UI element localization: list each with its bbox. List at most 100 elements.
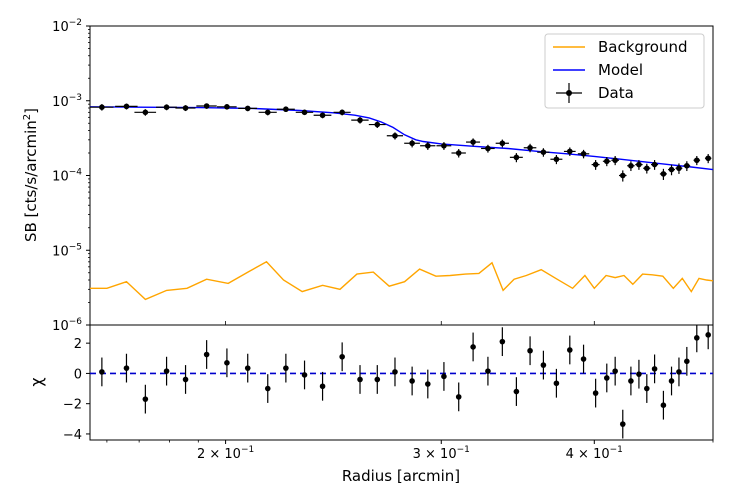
data-point (628, 162, 634, 169)
residual-point (357, 376, 363, 383)
residual-point (553, 380, 560, 387)
data-point (339, 109, 345, 116)
data-point (163, 104, 170, 110)
y-tick-exponent: −4 (69, 168, 83, 178)
bottom-panel-frame (89, 324, 714, 441)
data-point (693, 157, 700, 164)
legend-data-label: Data (598, 84, 634, 102)
legend-model-label: Model (598, 61, 643, 79)
residual-point (612, 368, 618, 374)
model-line (90, 106, 713, 171)
data-point (264, 109, 271, 116)
data-point (668, 166, 675, 173)
residual-point (693, 335, 700, 341)
residual-point (705, 332, 711, 338)
data-point (283, 106, 289, 113)
data-point (540, 149, 547, 155)
bottom-y-ticks: 2 0 −2 −4 (63, 337, 90, 443)
residual-point (441, 373, 447, 380)
residual-point (203, 351, 210, 358)
data-point (644, 165, 650, 172)
y-tick-base: 10 (52, 95, 69, 110)
data-point (485, 145, 491, 152)
data-point (684, 162, 690, 169)
residual-point (567, 347, 573, 353)
residual-point (142, 396, 149, 402)
x-tick-exponent: −1 (241, 445, 254, 455)
residual-point (668, 378, 675, 384)
data-point (441, 142, 447, 149)
y-tick-label: 10−3 (52, 93, 82, 110)
y-tick-exponent: −6 (69, 317, 83, 327)
y-tick-exponent: −2 (69, 18, 82, 28)
data-point (527, 144, 533, 151)
residual-point (455, 394, 462, 400)
y-tick-base: 10 (52, 319, 69, 334)
residual-point (339, 353, 345, 360)
residual-point (425, 381, 431, 387)
ylabel-suffix: ] (22, 108, 40, 114)
y-tick-exponent: −3 (69, 93, 82, 103)
data-point (182, 105, 189, 111)
data-point (513, 154, 520, 161)
residual-point (592, 390, 599, 396)
x-tick-label: 2 × 10−1 (197, 445, 254, 462)
x-tick-base: 3 × 10 (413, 447, 457, 462)
residual-point (603, 375, 610, 381)
y-tick-label: 10−6 (52, 317, 82, 334)
residual-point (660, 402, 667, 408)
x-tick-label: 3 × 10−1 (413, 445, 470, 462)
data-point (142, 109, 149, 116)
residual-point (580, 356, 587, 362)
data-point (612, 157, 618, 164)
chi-y-tick-label: 0 (74, 367, 82, 382)
data-point (619, 172, 626, 179)
data-point (567, 148, 573, 155)
residual-point (485, 368, 491, 374)
x-tick-base: 4 × 10 (566, 447, 610, 462)
data-point (705, 155, 711, 162)
residual-point (392, 369, 398, 375)
residual-point (224, 360, 230, 366)
data-point (244, 105, 251, 112)
legend: Background Model Data (544, 33, 705, 109)
residual-point (264, 385, 271, 392)
data-point (676, 165, 682, 172)
residual-point (301, 372, 308, 378)
data-point (651, 161, 658, 168)
residual-point (644, 385, 650, 392)
top-plot-area (90, 103, 713, 301)
data-point (99, 104, 105, 110)
data-point (553, 156, 560, 163)
background-line (90, 260, 713, 301)
ylabel-superscript: 2 (22, 114, 33, 120)
residual-point (182, 376, 189, 383)
data-point (592, 161, 599, 168)
residual-point (283, 365, 289, 371)
y-tick-label: 10−2 (52, 18, 82, 35)
chi-y-tick-label: −2 (63, 398, 82, 413)
residual-point (628, 378, 634, 384)
ylabel-prefix: SB [cts/s/arcmin (22, 120, 40, 242)
data-point (580, 151, 587, 157)
x-tick-exponent: −1 (610, 445, 623, 455)
y-tick-base: 10 (52, 20, 69, 35)
legend-box (544, 33, 705, 109)
legend-data-swatch-marker (566, 90, 572, 96)
residual-point (636, 371, 642, 377)
y-tick-base: 10 (52, 244, 69, 259)
data-point (470, 139, 476, 145)
residual-point (619, 421, 626, 427)
data-point (425, 142, 431, 149)
data-point (499, 140, 506, 147)
residual-point (244, 365, 251, 371)
y-tick-exponent: −5 (69, 242, 82, 252)
data-point (636, 161, 642, 168)
y-tick-base: 10 (52, 170, 69, 185)
data-point (319, 112, 326, 119)
x-axis-label: Radius [arcmin] (342, 467, 460, 485)
residual-point (319, 383, 326, 390)
data-point (603, 158, 610, 165)
x-tick-base: 2 × 10 (197, 447, 241, 462)
